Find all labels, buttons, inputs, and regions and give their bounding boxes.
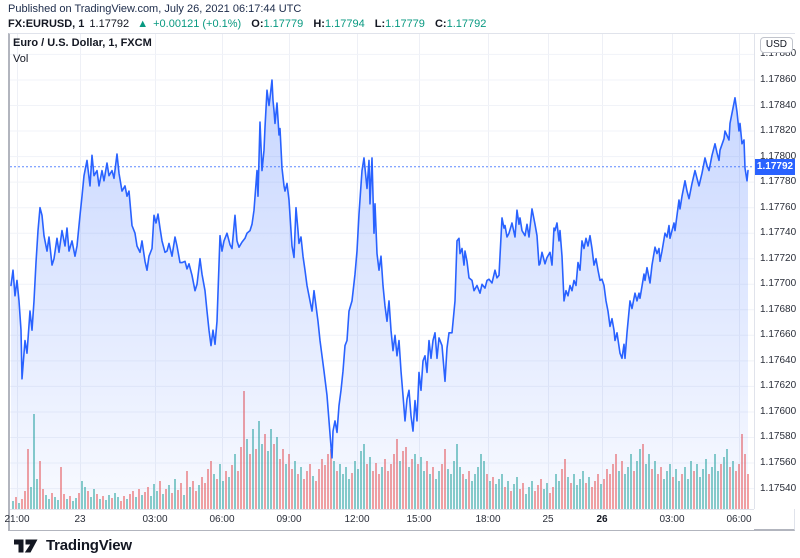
last-price-tag: 1.17792	[755, 158, 795, 175]
price-axis-label: 1.17740	[760, 227, 797, 239]
price-axis-label: 1.17780	[760, 176, 797, 188]
open-label: O:	[251, 18, 264, 30]
up-arrow-icon: ▲	[137, 18, 149, 30]
price-axis-label: 1.17800	[760, 150, 797, 162]
volume-indicator-label: Vol	[13, 53, 29, 65]
time-axis-label: 03:00	[142, 514, 168, 525]
time-axis-label: 06:00	[209, 514, 235, 525]
tradingview-logo-icon	[14, 539, 38, 553]
change-value: +0.00121 (+0.1%)	[153, 18, 242, 30]
low-label: L:	[374, 18, 386, 30]
price-area-chart	[10, 34, 754, 509]
price-axis-label: 1.17620	[760, 380, 797, 392]
high-value: 1.17794	[324, 18, 365, 30]
price-axis-label: 1.17600	[760, 405, 797, 417]
time-axis-label: 09:00	[276, 514, 302, 525]
price-axis-label: 1.17720	[760, 252, 797, 264]
time-axis[interactable]: 21:00 23 03:00 06:00 09:00 12:00 15:00 18:00 25 2…	[4, 509, 754, 530]
price-axis-label: 1.17880	[760, 48, 797, 60]
symbol-interval: FX:EURUSD, 1	[8, 18, 85, 30]
price-axis-label: 1.17860	[760, 73, 797, 85]
time-axis-label: 18:00	[475, 514, 501, 525]
currency-toggle-button[interactable]: USD	[759, 37, 793, 53]
chart-canvas[interactable]: Euro / U.S. Dollar, 1, FXCM Vol	[10, 34, 754, 509]
quote-line: FX:EURUSD, 1 1.17792 ▲ +0.00121 (+0.1%) O:…	[8, 18, 486, 30]
price-axis-label: 1.17680	[760, 303, 797, 315]
time-axis-label: 06:00	[726, 514, 752, 525]
chart-frame: Euro / U.S. Dollar, 1, FXCM Vol USD 1.17…	[4, 33, 797, 531]
price-axis-label: 1.17540	[760, 482, 797, 494]
price-axis-label: 1.17580	[760, 431, 797, 443]
chart-title: Euro / U.S. Dollar, 1, FXCM	[13, 37, 152, 49]
time-axis-label: 12:00	[344, 514, 370, 525]
time-axis-label: 21:00	[4, 514, 30, 525]
open-value: 1.17779	[263, 18, 304, 30]
last-price: 1.17792	[89, 18, 130, 30]
price-axis-label: 1.17700	[760, 278, 797, 290]
time-axis-label: 26	[596, 514, 608, 525]
close-value: 1.17792	[446, 18, 487, 30]
time-axis-label: 23	[74, 514, 86, 525]
close-label: C:	[434, 18, 447, 30]
tradingview-logo-link[interactable]: TradingView	[13, 536, 132, 555]
time-axis-label: 15:00	[406, 514, 432, 525]
price-axis-label: 1.17760	[760, 201, 797, 213]
published-line: Published on TradingView.com, July 26, 2…	[8, 3, 302, 15]
tradingview-logo-text: TradingView	[46, 537, 132, 554]
price-axis-label: 1.17560	[760, 457, 797, 469]
price-axis[interactable]: USD 1.17792 1.17880 1.17860 1.17840 1.17820…	[754, 34, 797, 509]
price-axis-label: 1.17840	[760, 99, 797, 111]
low-value: 1.17779	[385, 18, 425, 30]
price-axis-label: 1.17640	[760, 354, 797, 366]
time-axis-label: 25	[542, 514, 554, 525]
high-label: H:	[313, 18, 325, 30]
price-axis-label: 1.17820	[760, 125, 797, 137]
price-axis-label: 1.17660	[760, 329, 797, 341]
time-axis-label: 03:00	[659, 514, 685, 525]
